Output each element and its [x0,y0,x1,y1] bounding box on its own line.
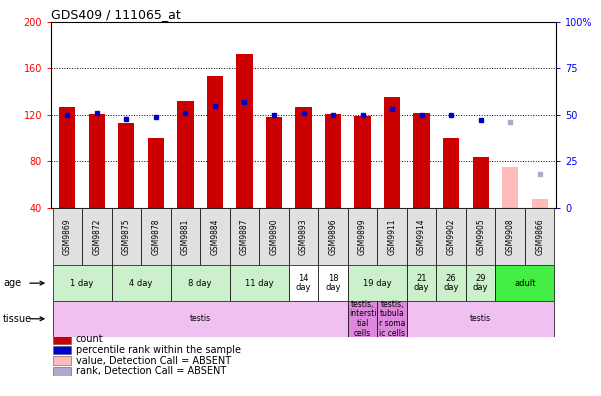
Text: 8 day: 8 day [189,279,212,287]
Bar [377,301,407,337]
Text: testis,
intersti
tial
cells: testis, intersti tial cells [349,300,376,338]
Bar [466,208,495,265]
Text: 4 day: 4 day [129,279,153,287]
Bar [82,208,112,265]
Bar [53,367,70,376]
Bar [407,265,436,301]
Bar [495,265,555,301]
Bar [288,208,319,265]
Bar [288,265,319,301]
Bar [348,208,377,265]
Bar [266,117,282,208]
Bar [407,208,436,265]
Bar [259,208,288,265]
Text: count: count [76,334,103,345]
Text: percentile rank within the sample: percentile rank within the sample [76,345,241,355]
Bar [53,356,70,365]
Text: GSM9884: GSM9884 [210,218,219,255]
Text: 18
day: 18 day [325,274,341,293]
Text: value, Detection Call = ABSENT: value, Detection Call = ABSENT [76,356,231,366]
Text: GSM9893: GSM9893 [299,218,308,255]
Text: GSM9902: GSM9902 [447,218,456,255]
Bar [177,101,194,208]
Bar [89,114,105,208]
Text: 19 day: 19 day [363,279,392,287]
Bar [295,107,312,208]
Text: GSM9875: GSM9875 [122,218,131,255]
Bar [148,138,164,208]
Bar [466,265,495,301]
Bar [348,265,407,301]
Bar [52,208,82,265]
Bar [502,167,518,208]
Bar [413,112,430,208]
Bar [200,208,230,265]
Bar [230,208,259,265]
Text: 14
day: 14 day [296,274,311,293]
Text: tissue: tissue [3,314,32,324]
Text: GSM9905: GSM9905 [476,218,485,255]
Text: 21
day: 21 day [414,274,429,293]
Text: adult: adult [514,279,535,287]
Bar [112,265,171,301]
Bar [348,301,377,337]
Text: 1 day: 1 day [70,279,94,287]
Text: GSM9887: GSM9887 [240,218,249,255]
Text: GDS409 / 111065_at: GDS409 / 111065_at [51,8,181,21]
Text: GSM9869: GSM9869 [63,218,72,255]
Bar [525,208,555,265]
Bar [355,116,371,208]
Bar [59,107,76,208]
Bar [52,301,348,337]
Bar [53,346,70,354]
Bar [141,208,171,265]
Text: GSM9908: GSM9908 [505,218,514,255]
Bar [384,97,400,208]
Bar [53,335,70,344]
Text: GSM9890: GSM9890 [269,218,278,255]
Text: GSM9899: GSM9899 [358,218,367,255]
Bar [230,265,288,301]
Bar [236,54,252,208]
Bar [52,265,112,301]
Text: testis,
tubula
r soma
ic cells: testis, tubula r soma ic cells [379,300,405,338]
Bar [443,138,459,208]
Text: testis: testis [189,314,211,323]
Text: 26
day: 26 day [444,274,459,293]
Bar [436,265,466,301]
Bar [207,76,223,208]
Bar [436,208,466,265]
Text: GSM9881: GSM9881 [181,219,190,255]
Bar [495,208,525,265]
Text: GSM9866: GSM9866 [535,218,544,255]
Text: testis: testis [470,314,491,323]
Bar [319,265,348,301]
Text: age: age [3,278,21,288]
Bar [325,114,341,208]
Bar [407,301,555,337]
Text: GSM9914: GSM9914 [417,218,426,255]
Bar [377,208,407,265]
Bar [319,208,348,265]
Text: 11 day: 11 day [245,279,273,287]
Bar [118,123,135,208]
Bar [531,198,548,208]
Bar [171,208,200,265]
Bar [112,208,141,265]
Bar [171,265,230,301]
Text: GSM9911: GSM9911 [388,218,397,255]
Text: GSM9896: GSM9896 [329,218,338,255]
Text: GSM9878: GSM9878 [151,218,160,255]
Text: rank, Detection Call = ABSENT: rank, Detection Call = ABSENT [76,366,226,377]
Text: GSM9872: GSM9872 [93,218,102,255]
Bar [472,157,489,208]
Text: 29
day: 29 day [473,274,489,293]
